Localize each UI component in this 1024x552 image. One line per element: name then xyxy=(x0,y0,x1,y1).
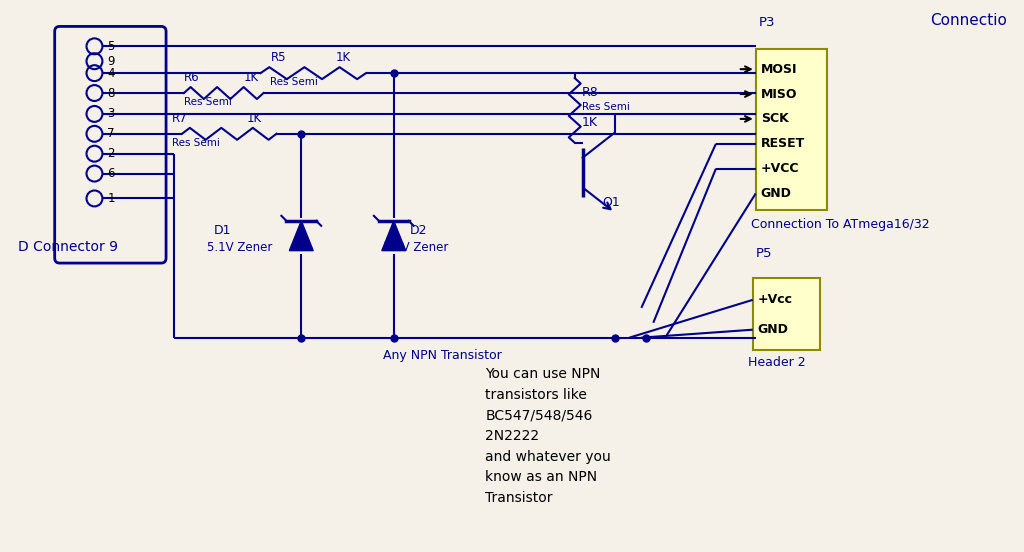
Text: Res Semi: Res Semi xyxy=(172,138,220,148)
Text: 1K: 1K xyxy=(582,116,598,129)
Text: 7: 7 xyxy=(108,128,115,140)
Text: Q1: Q1 xyxy=(602,196,621,209)
Text: 1K: 1K xyxy=(244,71,259,84)
Text: 5.1V Zener: 5.1V Zener xyxy=(383,241,449,254)
Text: 1: 1 xyxy=(108,192,115,205)
Polygon shape xyxy=(290,221,313,251)
Bar xyxy=(753,278,820,349)
Text: 5: 5 xyxy=(108,40,115,53)
Text: 9: 9 xyxy=(108,55,115,68)
Text: SCK: SCK xyxy=(761,113,788,125)
Text: D2: D2 xyxy=(410,224,427,237)
Text: R8: R8 xyxy=(582,86,598,99)
Text: 8: 8 xyxy=(108,87,115,99)
Text: Any NPN Transistor: Any NPN Transistor xyxy=(383,349,502,362)
Text: You can use NPN
transistors like
BC547/548/546
2N2222
and whatever you
know as a: You can use NPN transistors like BC547/5… xyxy=(485,368,611,505)
Text: 4: 4 xyxy=(108,67,115,79)
Text: R6: R6 xyxy=(184,71,200,84)
Text: R7: R7 xyxy=(172,112,187,125)
Text: 1K: 1K xyxy=(336,51,351,64)
Text: 1K: 1K xyxy=(247,112,262,125)
Text: Connectio: Connectio xyxy=(930,13,1007,29)
Text: Res Semi: Res Semi xyxy=(270,77,318,87)
Text: RESET: RESET xyxy=(761,137,805,150)
Text: GND: GND xyxy=(758,323,788,336)
Text: Header 2: Header 2 xyxy=(748,355,806,369)
Text: MISO: MISO xyxy=(761,88,797,100)
FancyBboxPatch shape xyxy=(54,26,166,263)
Polygon shape xyxy=(382,221,406,251)
Text: D1: D1 xyxy=(214,224,231,237)
Text: 3: 3 xyxy=(108,108,115,120)
Text: Res Semi: Res Semi xyxy=(184,97,231,107)
Text: Res Semi: Res Semi xyxy=(582,103,630,113)
Text: P5: P5 xyxy=(756,247,772,260)
Text: +Vcc: +Vcc xyxy=(758,293,793,306)
Text: 6: 6 xyxy=(108,167,115,180)
Text: MOSI: MOSI xyxy=(761,63,797,76)
Text: GND: GND xyxy=(761,187,792,200)
Text: 2: 2 xyxy=(108,147,115,160)
Text: 5.1V Zener: 5.1V Zener xyxy=(207,241,272,254)
Text: R5: R5 xyxy=(270,51,286,64)
Bar xyxy=(756,49,827,210)
Text: Connection To ATmega16/32: Connection To ATmega16/32 xyxy=(751,219,930,231)
Text: +VCC: +VCC xyxy=(761,162,799,175)
Text: P3: P3 xyxy=(759,17,775,29)
Text: D Connector 9: D Connector 9 xyxy=(17,240,118,254)
